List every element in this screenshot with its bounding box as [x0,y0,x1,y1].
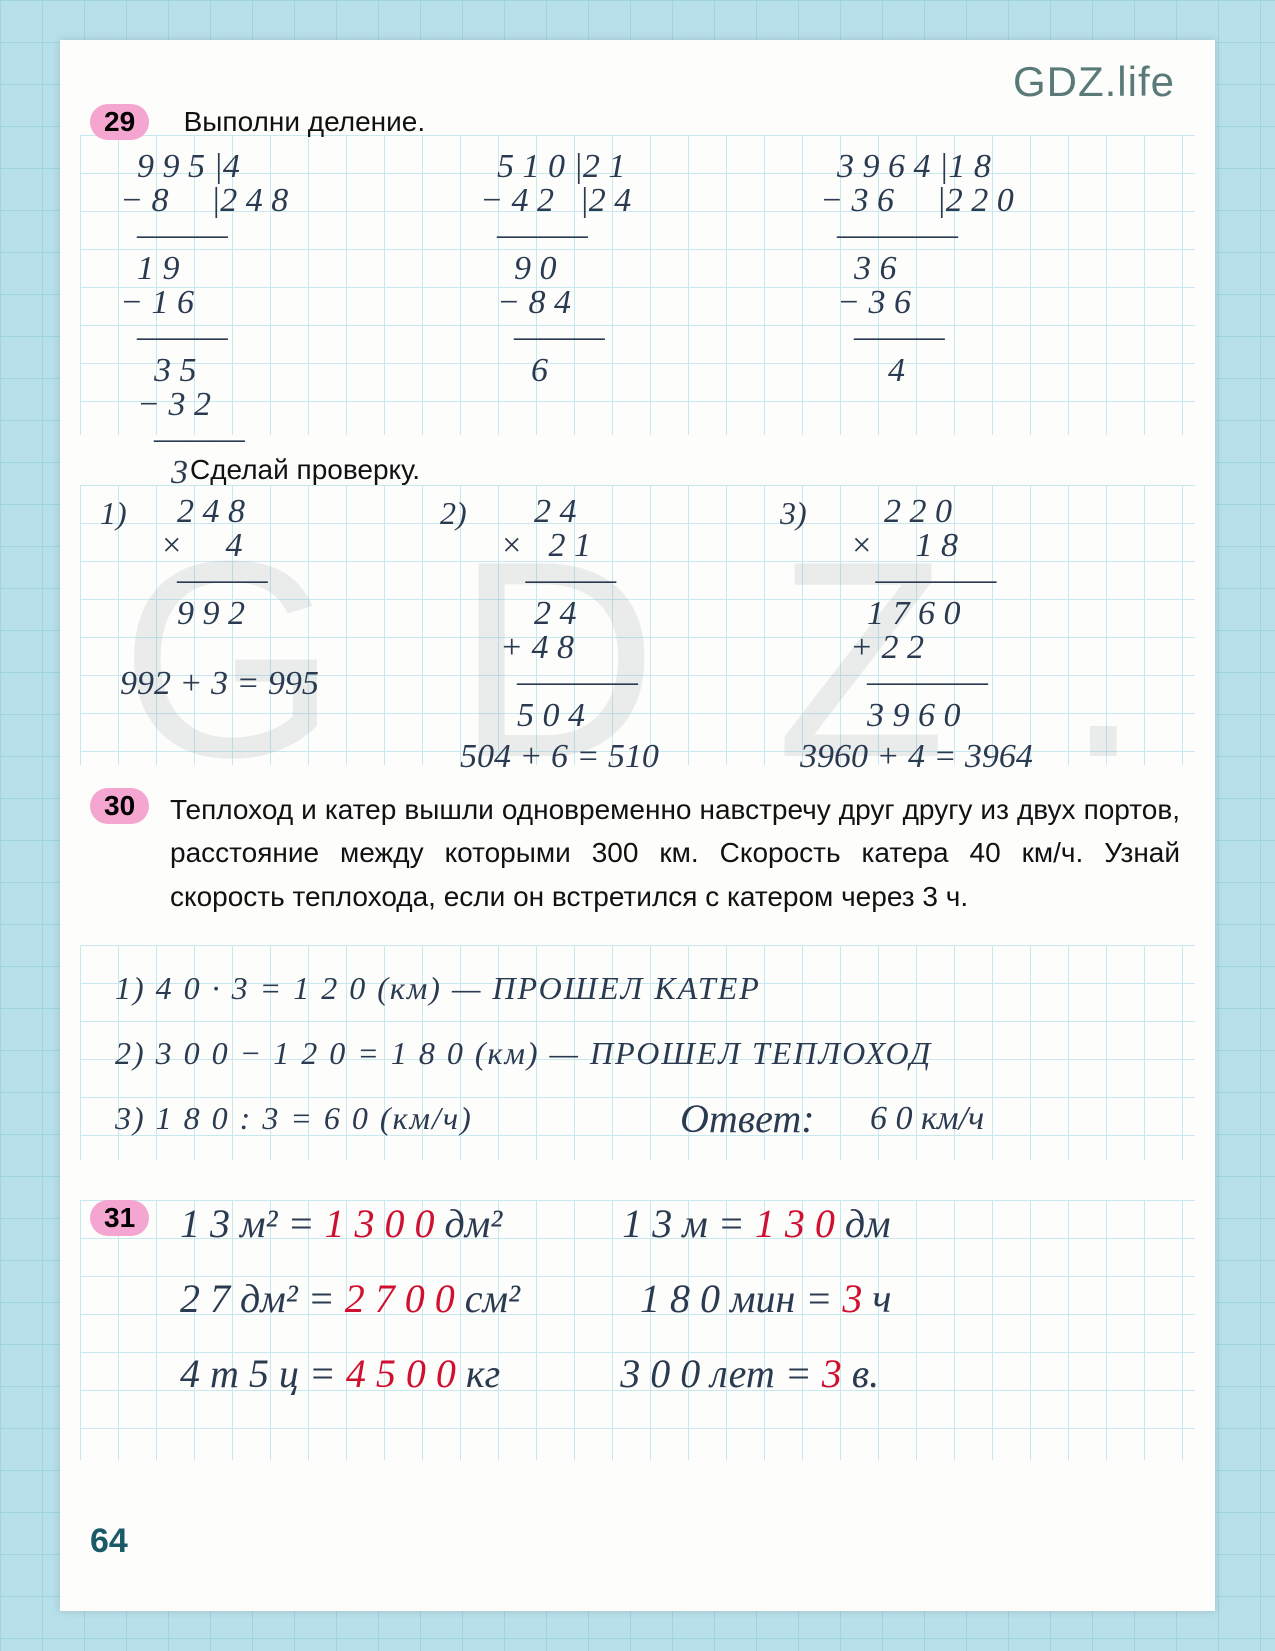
ex31-right-unit: дм [835,1201,891,1246]
page-number: 64 [90,1522,128,1561]
ex31-right-unit: в. [842,1351,879,1396]
division-1: 9 9 5 |4 − 8 |2 4 8 ——— 1 9 − 1 6 ——— 3 … [120,150,288,490]
ex31-left-unit: кг [456,1351,500,1396]
ex30-line3: 3) 1 8 0 : 3 = 6 0 (км/ч) [115,1100,473,1137]
ex29-header: 29 Выполни деление. [90,100,425,143]
ex31-row: 2 7 дм² = 2 7 0 0 см² 1 8 0 мин = 3 ч [180,1275,892,1322]
ex30-text: Теплоход и катер вышли одновременно навс… [170,788,1180,918]
ex31-left-unit: дм² [435,1201,503,1246]
ex31-left-unit: см² [455,1276,520,1321]
ex31-left-value: 1 3 0 0 [325,1201,435,1246]
ex31-left: 4 т 5 ц = [180,1351,346,1396]
check3-label: 3) [780,495,807,532]
badge-30: 30 [90,788,149,824]
ex31-rows: 1 3 м² = 1 3 0 0 дм² 1 3 м = 1 3 0 дм 2 7 … [180,1200,892,1425]
division-2: 5 1 0 |2 1 − 4 2 |2 4 ——— 9 0 − 8 4 ——— … [480,150,631,388]
badge-29: 29 [90,104,149,140]
ex31-left: 1 3 м² = [180,1201,325,1246]
division-3: 3 9 6 4 |1 8 − 3 6 |2 2 0 ———— 3 6 − 3 6… [820,150,1014,388]
ex31-right: 1 8 0 мин = [640,1276,842,1321]
ex31-right-value: 1 3 0 [755,1201,835,1246]
ex29-title: Выполни деление. [184,106,426,137]
check1-label: 1) [100,495,127,532]
ex29-check-title: Сделай проверку. [190,448,420,491]
page: GDZ.life G D Z . l i f e 29 Выполни деле… [60,40,1215,1611]
ex31-badge-wrap: 31 [90,1200,149,1236]
ex30-line2: 2) 3 0 0 − 1 2 0 = 1 8 0 (км) — ПРОШЕЛ Т… [115,1035,932,1072]
ex30-answer-label: Ответ: [680,1095,815,1142]
check2-sum: 504 + 6 = 510 [460,738,659,776]
check1-calc: 2 4 8 × 4 ——— 9 9 2 [160,495,268,631]
ex31-left-value: 2 7 0 0 [345,1276,455,1321]
ex31-right-value: 3 [842,1276,862,1321]
ex31-right: 3 0 0 лет = [620,1351,822,1396]
ex31-right: 1 3 м = [622,1201,755,1246]
ex31-right-value: 3 [822,1351,842,1396]
watermark: GDZ.life [1013,58,1175,106]
ex30-answer-val: 6 0 км/ч [870,1100,984,1138]
ex31-row: 1 3 м² = 1 3 0 0 дм² 1 3 м = 1 3 0 дм [180,1200,892,1247]
ex31-left-value: 4 5 0 0 [346,1351,456,1396]
check2-calc: 2 4 × 2 1 ——— 2 4 + 4 8 ———— 5 0 4 [500,495,638,733]
badge-31: 31 [90,1200,149,1236]
check2-label: 2) [440,495,467,532]
check3-sum: 3960 + 4 = 3964 [800,738,1033,776]
check1-sum: 992 + 3 = 995 [120,665,319,703]
ex30-line1: 1) 4 0 · 3 = 1 2 0 (км) — ПРОШЕЛ КАТЕР [115,970,761,1007]
ex30-badge-wrap: 30 [90,788,149,824]
ex31-right-unit: ч [862,1276,891,1321]
ex31-left: 2 7 дм² = [180,1276,345,1321]
check3-calc: 2 2 0 × 1 8 ———— 1 7 6 0 + 2 2 ———— 3 9 … [850,495,996,733]
ex31-row: 4 т 5 ц = 4 5 0 0 кг 3 0 0 лет = 3 в. [180,1350,892,1397]
